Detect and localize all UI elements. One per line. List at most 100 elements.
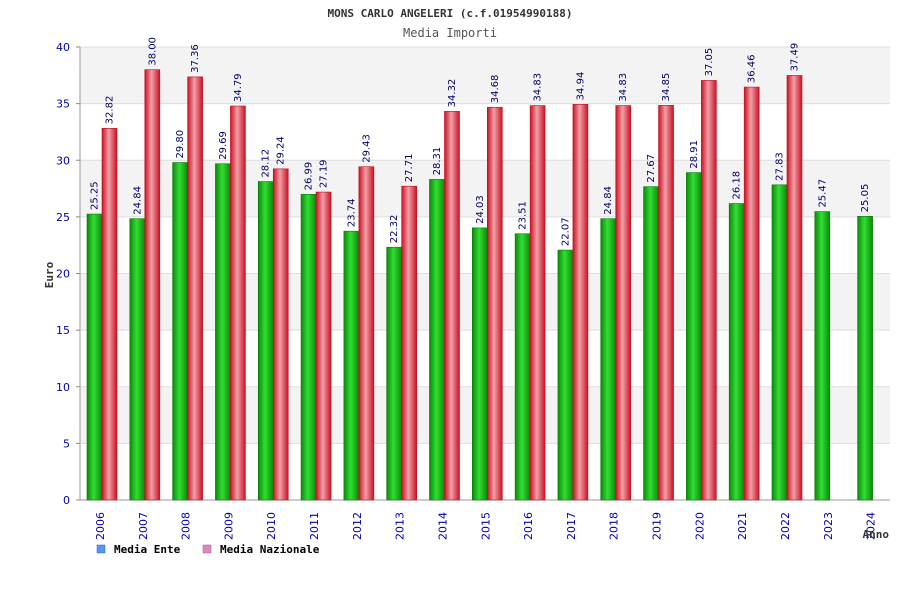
- x-tick-label: 2008: [180, 512, 193, 540]
- bar-media-nazionale: [444, 111, 460, 501]
- data-label: 27.19: [319, 159, 330, 188]
- bar-media-ente: [557, 249, 574, 501]
- data-label: 37.05: [704, 48, 715, 77]
- bar-media-nazionale: [358, 166, 375, 501]
- bar-media-ente: [343, 230, 360, 501]
- data-label: 29.80: [175, 130, 186, 159]
- bar-media-nazionale: [529, 105, 546, 501]
- bar-media-ente: [600, 218, 617, 501]
- data-label: 24.84: [603, 186, 614, 215]
- bar-media-nazionale: [786, 75, 803, 501]
- bar-media-ente: [857, 216, 873, 501]
- data-label: 26.18: [732, 171, 743, 200]
- bar-media-nazionale: [101, 128, 118, 501]
- data-label: 34.83: [533, 73, 544, 102]
- data-label: 24.03: [475, 195, 486, 224]
- data-label: 34.79: [233, 73, 244, 102]
- y-tick-label: 10: [56, 381, 70, 394]
- bar-media-ente: [257, 181, 274, 501]
- bar-media-ente: [814, 211, 831, 501]
- bar-media-nazionale: [144, 69, 161, 501]
- y-tick-label: 30: [56, 154, 70, 167]
- data-label: 28.91: [689, 140, 700, 169]
- x-tick-label: 2018: [608, 512, 621, 540]
- x-axis-label: Anno: [863, 528, 890, 541]
- legend-label-media-ente: Media Ente: [114, 543, 181, 556]
- data-label: 34.94: [575, 72, 586, 101]
- x-tick-label: 2013: [394, 512, 407, 540]
- data-label: 22.32: [389, 215, 400, 244]
- data-label: 28.31: [432, 147, 443, 176]
- y-tick-label: 35: [56, 98, 70, 111]
- bar-media-nazionale: [701, 80, 717, 501]
- y-tick-label: 15: [56, 324, 70, 337]
- bar-media-ente: [300, 194, 317, 501]
- data-label: 23.74: [346, 199, 357, 228]
- data-label: 36.46: [747, 54, 758, 83]
- data-label: 34.85: [661, 73, 672, 102]
- data-label: 25.25: [90, 181, 101, 210]
- bar-media-nazionale: [487, 106, 503, 501]
- x-tick-label: 2011: [308, 512, 321, 540]
- data-label: 27.67: [646, 154, 657, 183]
- y-tick-label: 20: [56, 268, 70, 281]
- bar-media-ente: [472, 227, 488, 501]
- bar-media-nazionale: [230, 105, 246, 501]
- data-label: 23.51: [518, 201, 529, 230]
- bar-media-nazionale: [401, 185, 417, 501]
- data-label: 37.36: [190, 44, 201, 73]
- y-tick-label: 5: [63, 437, 70, 450]
- data-label: 29.69: [218, 131, 229, 160]
- data-label: 38.00: [147, 37, 158, 66]
- bar-media-ente: [514, 233, 531, 501]
- data-label: 25.05: [860, 184, 871, 213]
- data-label: 37.49: [789, 43, 800, 72]
- data-label: 29.24: [276, 136, 287, 165]
- data-label: 34.32: [447, 79, 458, 108]
- x-tick-label: 2016: [522, 512, 535, 540]
- x-tick-label: 2020: [693, 512, 706, 540]
- chart-subtitle: Media Importi: [403, 26, 497, 40]
- y-tick-label: 40: [56, 41, 70, 54]
- data-label: 22.07: [560, 217, 571, 246]
- bar-media-ente: [686, 172, 702, 501]
- bar-media-ente: [172, 162, 188, 501]
- bar-media-ente: [86, 213, 103, 501]
- x-tick-label: 2012: [351, 512, 364, 540]
- y-tick-label: 25: [56, 211, 70, 224]
- x-tick-label: 2021: [736, 512, 749, 540]
- x-tick-label: 2009: [222, 512, 235, 540]
- chart-title: MONS CARLO ANGELERI (c.f.01954990188): [327, 7, 572, 20]
- data-label: 25.47: [817, 179, 828, 208]
- data-label: 29.43: [361, 134, 372, 163]
- legend-swatch-media-nazionale: [202, 544, 212, 554]
- data-label: 24.84: [132, 186, 143, 215]
- data-label: 32.82: [105, 96, 116, 125]
- data-label: 27.83: [774, 152, 785, 181]
- x-tick-label: 2007: [137, 512, 150, 540]
- bar-media-ente: [429, 179, 445, 501]
- x-tick-label: 2023: [822, 512, 835, 540]
- legend: Media Ente Media Nazionale: [96, 543, 320, 556]
- data-label: 27.71: [404, 154, 415, 183]
- data-label: 28.12: [261, 149, 272, 178]
- bar-media-nazionale: [615, 105, 632, 501]
- bar-media-nazionale: [658, 105, 674, 501]
- x-tick-label: 2014: [436, 512, 449, 540]
- bar-media-nazionale: [743, 86, 760, 501]
- x-tick-label: 2010: [265, 512, 278, 540]
- x-tick-label: 2015: [479, 512, 492, 540]
- bar-media-ente: [771, 184, 788, 501]
- bar-media-ente: [386, 246, 402, 501]
- bar-media-ente: [643, 186, 659, 501]
- legend-swatch-media-ente: [96, 544, 106, 554]
- y-tick-label: 0: [63, 494, 70, 507]
- bar-media-nazionale: [572, 104, 589, 501]
- bar-media-nazionale: [187, 76, 203, 501]
- bar-media-nazionale: [272, 168, 289, 501]
- bar-media-ente: [728, 203, 745, 501]
- x-tick-label: 2024: [865, 512, 878, 540]
- data-label: 34.83: [618, 73, 629, 102]
- x-tick-label: 2017: [565, 512, 578, 540]
